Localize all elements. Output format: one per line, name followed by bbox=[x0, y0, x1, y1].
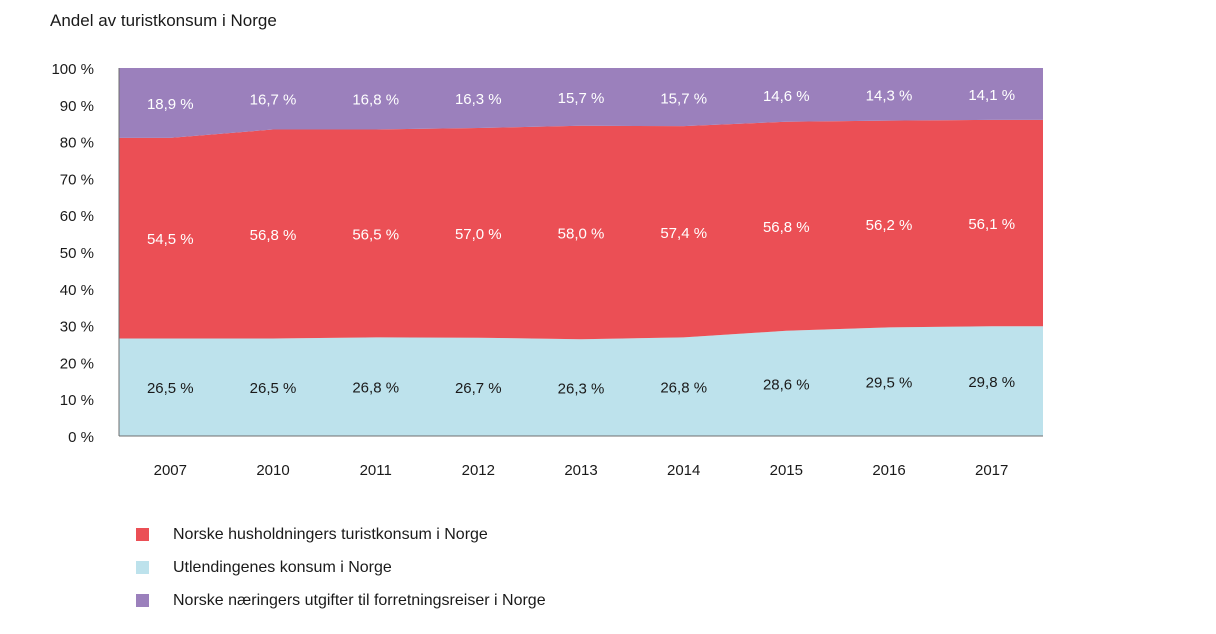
y-tick-label: 80 % bbox=[60, 135, 94, 152]
chart-title: Andel av turistkonsum i Norge bbox=[50, 11, 277, 30]
x-tick-label: 2017 bbox=[975, 462, 1008, 479]
value-label: 16,7 % bbox=[250, 92, 297, 109]
y-tick-label: 90 % bbox=[60, 98, 94, 115]
legend-swatch bbox=[136, 561, 149, 574]
value-label: 16,3 % bbox=[455, 91, 502, 108]
x-tick-label: 2011 bbox=[360, 462, 392, 479]
value-label: 16,8 % bbox=[352, 92, 399, 109]
legend-label: Norske husholdningers turistkonsum i Nor… bbox=[173, 525, 488, 543]
y-tick-label: 40 % bbox=[60, 282, 94, 299]
value-label: 54,5 % bbox=[147, 231, 194, 248]
value-label: 57,4 % bbox=[660, 225, 707, 242]
value-label: 56,8 % bbox=[250, 227, 297, 244]
y-tick-label: 30 % bbox=[60, 319, 94, 336]
legend-item: Norske næringers utgifter til forretning… bbox=[136, 584, 546, 617]
x-tick-label: 2016 bbox=[872, 462, 905, 479]
x-tick-label: 2014 bbox=[667, 462, 700, 479]
y-tick-label: 70 % bbox=[60, 171, 94, 188]
value-label: 56,5 % bbox=[352, 226, 399, 243]
value-label: 29,8 % bbox=[968, 374, 1015, 391]
x-tick-label: 2015 bbox=[770, 462, 803, 479]
legend-item: Utlendingenes konsum i Norge bbox=[136, 551, 546, 584]
y-tick-label: 0 % bbox=[68, 429, 94, 446]
value-label: 57,0 % bbox=[455, 226, 502, 243]
x-tick-label: 2012 bbox=[462, 462, 495, 479]
area-series-2 bbox=[119, 68, 1043, 138]
legend-swatch bbox=[136, 528, 149, 541]
value-label: 15,7 % bbox=[660, 90, 707, 107]
value-label: 26,5 % bbox=[147, 380, 194, 397]
value-label: 18,9 % bbox=[147, 96, 194, 113]
value-label: 29,5 % bbox=[866, 375, 913, 392]
x-tick-label: 2010 bbox=[256, 462, 289, 479]
value-label: 56,8 % bbox=[763, 219, 810, 236]
value-label: 58,0 % bbox=[558, 226, 605, 243]
legend-item: Norske husholdningers turistkonsum i Nor… bbox=[136, 518, 546, 551]
y-tick-label: 60 % bbox=[60, 208, 94, 225]
x-axis: 2007 2010 2011 2012 2013 2014 2015 2016 2017 bbox=[119, 435, 1043, 479]
value-label: 28,6 % bbox=[763, 376, 810, 393]
y-tick-label: 100 % bbox=[51, 61, 94, 78]
y-axis: 0 % 10 % 20 % 30 % 40 % 50 % 60 % 70 % 80 % 90 % 1… bbox=[51, 61, 120, 446]
area-series-1 bbox=[119, 119, 1043, 340]
x-tick-label: 2013 bbox=[564, 462, 597, 479]
area-layers bbox=[119, 68, 1043, 436]
value-label: 56,1 % bbox=[968, 216, 1015, 233]
legend: Norske husholdningers turistkonsum i Nor… bbox=[136, 518, 546, 617]
value-label: 15,7 % bbox=[558, 90, 605, 107]
y-tick-label: 50 % bbox=[60, 245, 94, 262]
legend-label: Norske næringers utgifter til forretning… bbox=[173, 591, 546, 609]
x-tick-label: 2007 bbox=[154, 462, 187, 479]
value-label: 26,8 % bbox=[352, 380, 399, 397]
value-label: 14,1 % bbox=[968, 87, 1015, 104]
value-label: 26,7 % bbox=[455, 380, 502, 397]
value-label: 14,3 % bbox=[866, 87, 913, 104]
value-label: 56,2 % bbox=[866, 217, 913, 234]
value-label: 26,3 % bbox=[558, 381, 605, 398]
value-label: 26,5 % bbox=[250, 380, 297, 397]
area-series-0 bbox=[119, 326, 1043, 436]
value-label: 14,6 % bbox=[763, 88, 810, 105]
y-tick-label: 20 % bbox=[60, 355, 94, 372]
value-label: 26,8 % bbox=[660, 380, 707, 397]
legend-swatch bbox=[136, 594, 149, 607]
legend-label: Utlendingenes konsum i Norge bbox=[173, 558, 392, 576]
value-labels: 26,5 % 26,5 % 26,8 % 26,7 % 26,3 % 26,8 % 28,6… bbox=[147, 87, 1015, 398]
y-tick-label: 10 % bbox=[60, 392, 94, 409]
